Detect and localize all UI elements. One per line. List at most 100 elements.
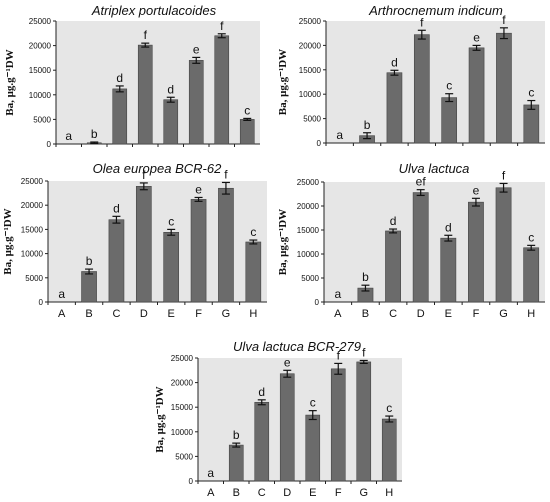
bar-C bbox=[112, 88, 128, 145]
plot-background bbox=[56, 21, 260, 144]
significance-label: e bbox=[284, 355, 291, 369]
y-tick-label: 20000 bbox=[171, 379, 194, 388]
x-tick-label: C bbox=[258, 487, 266, 499]
y-tick-label: 10000 bbox=[171, 428, 194, 437]
chart-title: Arthrocnemum indicum bbox=[368, 3, 503, 18]
significance-label: f bbox=[502, 13, 506, 27]
significance-label: e bbox=[193, 42, 200, 56]
chart-title: Atriplex portulacoides bbox=[91, 3, 217, 18]
x-tick-label: D bbox=[417, 308, 425, 320]
significance-label: e bbox=[473, 30, 480, 44]
bar-C bbox=[386, 72, 403, 144]
y-tick-label: 15000 bbox=[29, 66, 52, 75]
significance-label: d bbox=[258, 385, 265, 399]
chart-title: Olea europea BCR-62 bbox=[93, 161, 222, 176]
y-axis-label: Ba, μg.g⁻¹DW bbox=[2, 208, 14, 274]
y-tick-label: 0 bbox=[189, 477, 194, 486]
y-axis-label: Ba, μg.g⁻¹DW bbox=[277, 209, 289, 275]
chart-panel-2: Arthrocnemum indicum Ba, μg.g⁻¹DW 0 5000 100… bbox=[277, 3, 545, 148]
significance-label: f bbox=[362, 345, 366, 359]
bar-D bbox=[412, 192, 429, 303]
y-tick-label: 25000 bbox=[299, 17, 322, 26]
plot-background bbox=[48, 181, 267, 302]
significance-label: b bbox=[364, 118, 371, 132]
bar-E bbox=[441, 97, 458, 144]
x-tick-label: E bbox=[445, 308, 452, 320]
y-tick-label: 25000 bbox=[29, 17, 52, 26]
chart-panel-1: Atriplex portulacoides Ba, μg.g⁻¹DW 0 5000 1… bbox=[4, 3, 260, 149]
bar-B bbox=[81, 271, 97, 303]
significance-label: ef bbox=[416, 175, 427, 189]
bar-H bbox=[239, 119, 255, 145]
y-tick-label: 25000 bbox=[297, 178, 320, 187]
significance-label: f bbox=[224, 167, 228, 181]
significance-label: e bbox=[473, 183, 480, 197]
bar-E bbox=[305, 414, 321, 482]
bar-H bbox=[523, 104, 540, 144]
y-tick-label: 10000 bbox=[299, 90, 322, 99]
significance-label: f bbox=[502, 168, 506, 182]
x-tick-label: F bbox=[195, 308, 202, 320]
significance-label: a bbox=[334, 287, 341, 301]
y-tick-label: 20000 bbox=[21, 201, 44, 210]
bar-B bbox=[228, 444, 244, 482]
significance-label: c bbox=[528, 86, 534, 100]
x-tick-label: A bbox=[334, 308, 342, 320]
significance-label: d bbox=[113, 201, 120, 215]
bar-G bbox=[495, 187, 512, 303]
chart-panel-3: Olea europea BCR-62 Ba, μg.g⁻¹DW 0 5000 1000… bbox=[2, 161, 267, 320]
significance-label: a bbox=[65, 129, 72, 143]
bar-F bbox=[330, 368, 346, 482]
x-tick-label: A bbox=[207, 487, 215, 499]
significance-label: d bbox=[445, 220, 452, 234]
bar-G bbox=[496, 32, 512, 144]
y-tick-label: 15000 bbox=[297, 226, 320, 235]
x-tick-label: G bbox=[499, 308, 508, 320]
y-axis-label: Ba, μg.g⁻¹DW bbox=[277, 49, 289, 115]
bar-F bbox=[468, 201, 484, 303]
bar-F bbox=[188, 60, 204, 145]
x-tick-label: C bbox=[112, 308, 120, 320]
x-tick-label: D bbox=[140, 308, 148, 320]
y-tick-label: 20000 bbox=[299, 41, 322, 50]
x-tick-label: G bbox=[222, 308, 231, 320]
y-tick-label: 0 bbox=[317, 139, 322, 148]
chart-title: Ulva lactuca bbox=[399, 161, 470, 176]
x-tick-label: D bbox=[283, 487, 291, 499]
chart-panel-4: Ulva lactuca Ba, μg.g⁻¹DW 0 5000 10000 15000 2… bbox=[277, 161, 545, 320]
y-tick-label: 5000 bbox=[33, 115, 51, 124]
bar-E bbox=[163, 99, 179, 145]
y-tick-label: 25000 bbox=[171, 354, 194, 363]
x-tick-label: F bbox=[335, 487, 342, 499]
x-tick-label: B bbox=[85, 308, 92, 320]
chart-panel-5: Ulva lactuca BCR-279 Ba, μg.g⁻¹DW 0 5000 100… bbox=[154, 339, 402, 499]
bar-C bbox=[108, 219, 125, 303]
bar-C bbox=[385, 230, 401, 303]
significance-label: f bbox=[420, 15, 424, 29]
significance-label: f bbox=[144, 28, 148, 42]
bar-G bbox=[214, 35, 230, 145]
significance-label: d bbox=[167, 82, 174, 96]
bar-D bbox=[413, 34, 430, 144]
significance-label: c bbox=[310, 396, 316, 410]
y-axis-label: Ba, μg.g⁻¹DW bbox=[4, 49, 16, 115]
significance-label: a bbox=[207, 466, 214, 480]
significance-label: b bbox=[91, 127, 98, 141]
significance-label: c bbox=[250, 225, 256, 239]
significance-label: d bbox=[116, 71, 123, 85]
significance-label: b bbox=[362, 270, 369, 284]
x-tick-label: C bbox=[389, 308, 397, 320]
significance-label: d bbox=[391, 55, 398, 69]
significance-label: f bbox=[337, 348, 341, 362]
significance-label: c bbox=[244, 103, 250, 117]
plot-background bbox=[198, 358, 402, 481]
bar-E bbox=[440, 237, 457, 303]
significance-label: f bbox=[142, 168, 146, 182]
bar-F bbox=[468, 47, 485, 144]
y-tick-label: 25000 bbox=[21, 177, 44, 186]
x-tick-label: H bbox=[249, 308, 257, 320]
bar-C bbox=[254, 401, 270, 482]
significance-label: c bbox=[446, 79, 452, 93]
y-tick-label: 5000 bbox=[175, 452, 193, 461]
